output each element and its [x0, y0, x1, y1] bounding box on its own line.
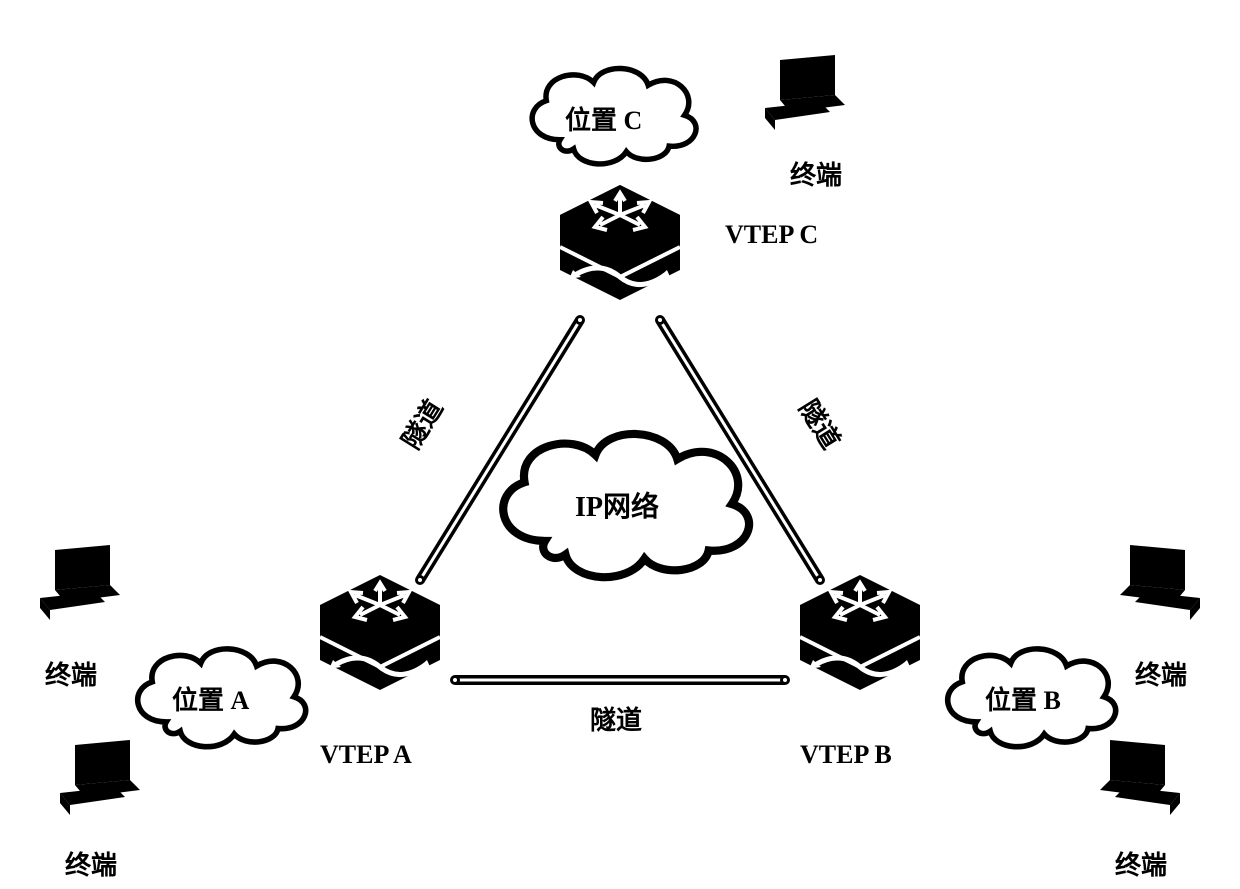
terminal-b1-label: 终端 — [1135, 655, 1187, 692]
vtep-b-icon — [785, 565, 935, 715]
diagram-stage: 隧道 隧道 隧道 IP网络 位置 C 位置 A 位置 B — [0, 0, 1240, 889]
terminal-c-icon — [760, 50, 850, 140]
vtep-c-icon — [545, 175, 695, 325]
cloud-c-label: 位置 C — [565, 100, 642, 137]
terminal-a2-icon — [55, 735, 145, 825]
terminal-b2-icon — [1095, 735, 1185, 825]
vtep-c-label: VTEP C — [725, 220, 818, 250]
terminal-a1-icon — [35, 540, 125, 630]
terminal-c-label: 终端 — [790, 155, 842, 192]
terminal-a1-label: 终端 — [45, 655, 97, 692]
terminal-a2-label: 终端 — [65, 845, 117, 882]
cloud-a-label: 位置 A — [172, 680, 249, 717]
terminal-b1-icon — [1115, 540, 1205, 630]
terminal-b2-label: 终端 — [1115, 845, 1167, 882]
vtep-a-icon — [305, 565, 455, 715]
tunnel-ab-line — [450, 675, 790, 685]
vtep-a-label: VTEP A — [320, 740, 412, 770]
cloud-ip-label: IP网络 — [575, 485, 659, 525]
vtep-b-label: VTEP B — [800, 740, 892, 770]
tunnel-ab-label: 隧道 — [590, 700, 642, 737]
cloud-b-label: 位置 B — [985, 680, 1061, 717]
